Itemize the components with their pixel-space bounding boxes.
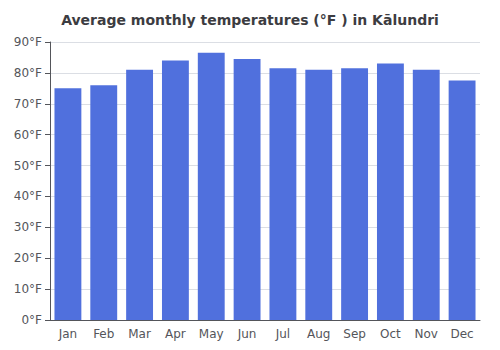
svg-text:Aug: Aug	[307, 327, 330, 341]
svg-text:40°F: 40°F	[14, 189, 42, 203]
svg-text:Jan: Jan	[58, 327, 78, 341]
svg-text:Jul: Jul	[275, 327, 290, 341]
svg-text:Sep: Sep	[343, 327, 366, 341]
svg-text:90°F: 90°F	[14, 35, 42, 49]
svg-text:Apr: Apr	[165, 327, 186, 341]
svg-text:20°F: 20°F	[14, 251, 42, 265]
svg-text:May: May	[199, 327, 224, 341]
svg-text:Average monthly temperatures (: Average monthly temperatures (°F ) in Kā…	[61, 12, 439, 28]
svg-text:60°F: 60°F	[14, 128, 42, 142]
svg-text:Jun: Jun	[237, 327, 257, 341]
svg-text:50°F: 50°F	[14, 159, 42, 173]
svg-text:Oct: Oct	[380, 327, 401, 341]
svg-text:30°F: 30°F	[14, 220, 42, 234]
svg-text:Mar: Mar	[128, 327, 151, 341]
svg-text:10°F: 10°F	[14, 282, 42, 296]
svg-text:Nov: Nov	[415, 327, 438, 341]
svg-text:0°F: 0°F	[21, 313, 42, 327]
svg-text:Dec: Dec	[450, 327, 473, 341]
svg-text:Feb: Feb	[93, 327, 114, 341]
svg-text:70°F: 70°F	[14, 97, 42, 111]
svg-text:80°F: 80°F	[14, 66, 42, 80]
